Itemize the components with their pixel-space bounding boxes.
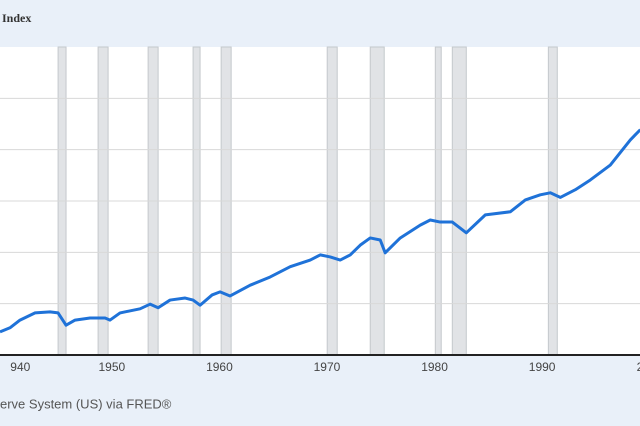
x-tick-label: 1960 <box>206 360 233 374</box>
data-line <box>0 128 640 334</box>
x-tick-label: 1990 <box>529 360 556 374</box>
y-axis-title: Index <box>2 11 31 25</box>
x-tick-label: 940 <box>10 360 30 374</box>
x-tick-label: 1970 <box>314 360 341 374</box>
source: erve System (US) via FRED® <box>0 396 172 411</box>
x-tick-label: 1950 <box>99 360 126 374</box>
x-tick-label: 2 <box>637 360 640 374</box>
x-tick-label: 1980 <box>421 360 448 374</box>
